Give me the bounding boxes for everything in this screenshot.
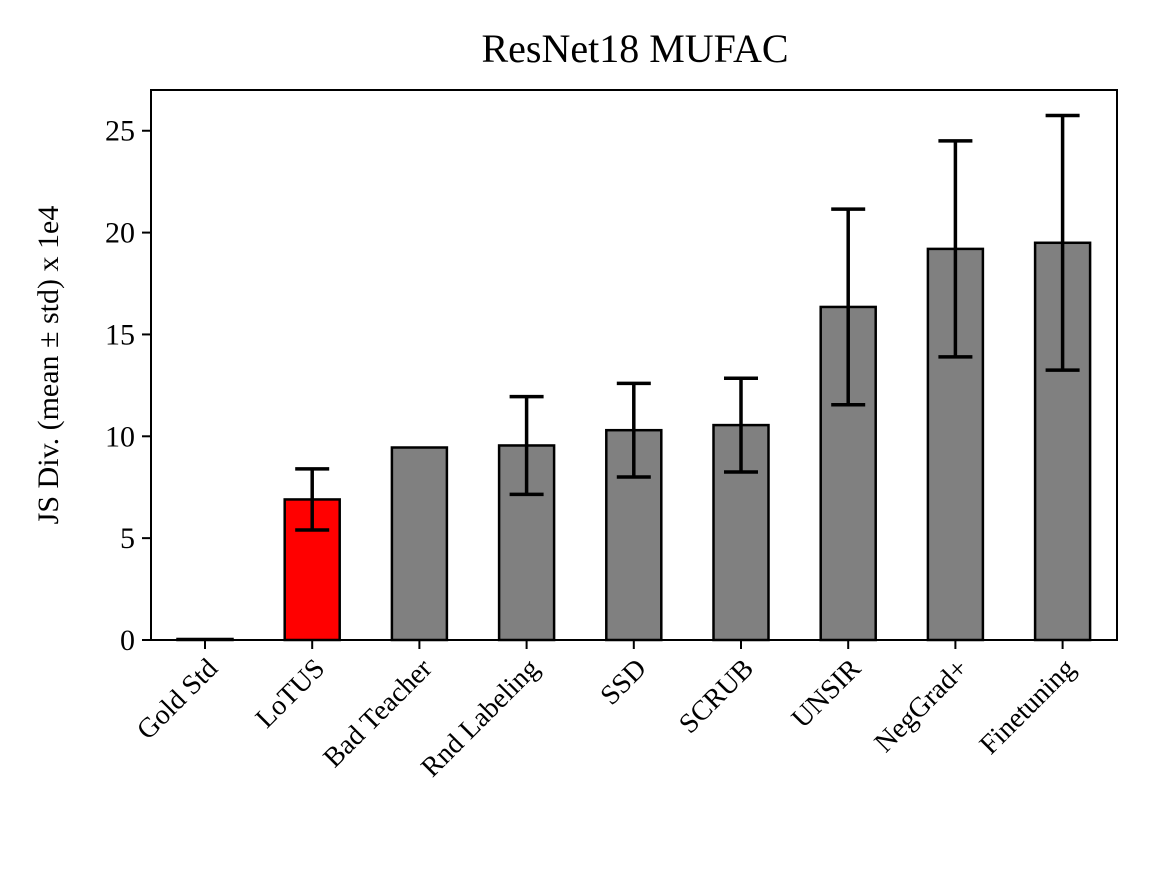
y-tick-label: 25 xyxy=(105,115,135,148)
x-tick-label: NegGrad+ xyxy=(869,653,975,759)
y-tick-label: 10 xyxy=(105,420,135,453)
y-axis-label: JS Div. (mean ± std) x 1e4 xyxy=(32,206,65,525)
x-tick-label: SSD xyxy=(595,653,653,711)
x-tick-label: Gold Std xyxy=(131,653,224,746)
axes-frame xyxy=(150,89,1118,641)
bar xyxy=(390,446,449,642)
chart-title: ResNet18 MUFAC xyxy=(481,26,788,71)
bar xyxy=(819,305,877,642)
y-tick-label: 20 xyxy=(105,217,135,250)
y-tick-label: 5 xyxy=(120,522,135,555)
x-tick-label: LoTUS xyxy=(250,653,331,734)
x-tick-label: UNSIR xyxy=(786,653,868,735)
x-tick-label: Finetuning xyxy=(974,653,1082,761)
x-tick-label: SCRUB xyxy=(673,653,760,740)
y-tick-label: 15 xyxy=(105,318,135,351)
y-tick-label: 0 xyxy=(120,624,135,657)
